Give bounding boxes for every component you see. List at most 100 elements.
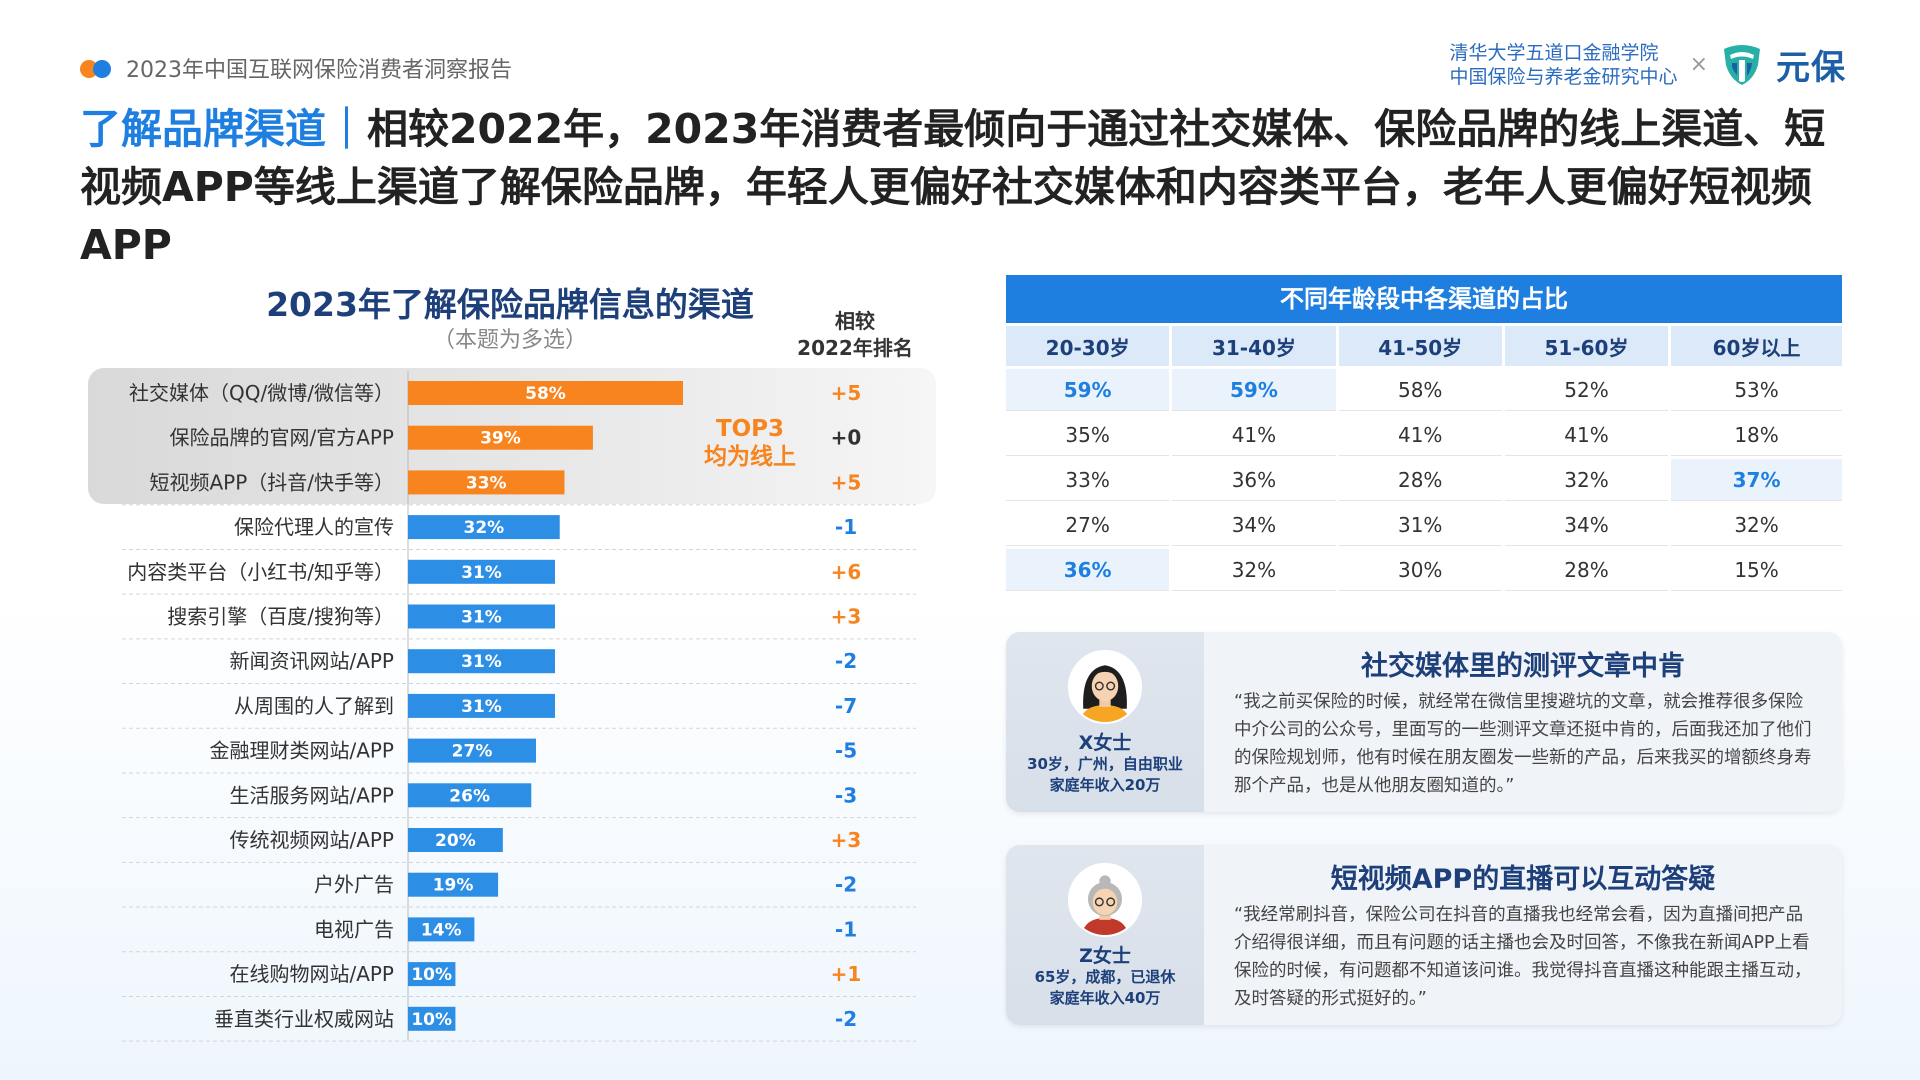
logo-dots-icon: [80, 58, 114, 78]
page-headline: 了解品牌渠道｜相较2022年，2023年消费者最倾向于通过社交媒体、保险品牌的线…: [80, 100, 1860, 274]
value-label: 31%: [461, 697, 502, 717]
bar: [408, 783, 532, 808]
bar: [408, 962, 456, 987]
table-cell: 59%: [1172, 369, 1336, 411]
persona-info: 30岁，广州，自由职业 家庭年收入20万: [1027, 755, 1183, 794]
value-label: 32%: [464, 518, 505, 538]
rank-change-label: -2: [835, 873, 857, 897]
value-label: 20%: [435, 831, 476, 851]
category-label: 从周围的人了解到: [234, 694, 394, 718]
value-label: 58%: [525, 384, 566, 404]
bar: [408, 559, 555, 584]
value-label: 31%: [461, 563, 502, 583]
value-label: 33%: [466, 473, 507, 493]
table-cell: 34%: [1504, 504, 1669, 546]
table-cell: 41%: [1338, 414, 1502, 456]
rank-change-label: -2: [835, 649, 857, 673]
quote-card-z: Z女士 65岁，成都，已退休 家庭年收入40万 短视频APP的直播可以互动答疑 …: [1006, 845, 1842, 1025]
category-label: 户外广告: [314, 873, 394, 897]
table-cell: 32%: [1504, 459, 1669, 501]
institution-name: 清华大学五道口金融学院 中国保险与养老金研究中心: [1449, 41, 1678, 88]
table-row: 36% 32% 30% 28% 15%: [1006, 549, 1842, 591]
bar: [408, 1006, 456, 1031]
table-cell: 30%: [1338, 549, 1502, 591]
category-label: 电视广告: [314, 917, 394, 941]
category-label: 金融理财类网站/APP: [209, 739, 394, 763]
quote-title: 社交媒体里的测评文章中肯: [1361, 651, 1685, 682]
persona-info: 65岁，成都，已退休 家庭年收入40万: [1034, 968, 1176, 1007]
brand-name: 元保: [1776, 48, 1846, 88]
rank-change-header: 相较 2022年排名: [797, 309, 913, 360]
quote-text: “我之前买保险的时候，就经常在微信里搜避坑的文章，就会推荐很多保险中介公司的公众…: [1234, 692, 1812, 796]
persona-name: X女士: [1078, 732, 1132, 754]
table-cell: 15%: [1671, 549, 1842, 591]
channel-bar-chart: 社交媒体（QQ/微博/微信等） 58% +5 保险品牌的官网/官方APP 39% +0 短视…: [122, 371, 916, 1042]
table-cell: 36%: [1172, 459, 1336, 501]
table-cell: 18%: [1671, 414, 1842, 456]
value-label: 39%: [480, 429, 521, 449]
rank-change-label: -7: [835, 694, 857, 718]
persona-panel: X女士 30岁，广州，自由职业 家庭年收入20万: [1006, 632, 1204, 812]
category-label: 垂直类行业权威网站: [214, 1007, 394, 1031]
value-label: 31%: [461, 652, 502, 672]
quote-card-x: X女士 30岁，广州，自由职业 家庭年收入20万 社交媒体里的测评文章中肯 “我…: [1006, 632, 1842, 812]
category-label: 保险品牌的官网/官方APP: [169, 426, 394, 450]
table-column-header: 20-30岁: [1006, 326, 1170, 366]
rank-change-label: +1: [831, 962, 862, 986]
table-cell: 35%: [1006, 414, 1170, 456]
bar: [408, 381, 683, 405]
table-row: 27% 34% 31% 34% 32%: [1006, 504, 1842, 546]
table-cell: 32%: [1172, 549, 1336, 591]
bar: [408, 604, 555, 629]
table-cell: 53%: [1671, 369, 1842, 411]
table-cell: 59%: [1006, 369, 1170, 411]
table-row: 59% 59% 58% 52% 53%: [1006, 369, 1842, 411]
table-column-header: 60岁以上: [1671, 326, 1842, 366]
rank-change-label: -1: [835, 917, 857, 941]
report-header: 2023年中国互联网保险消费者洞察报告: [80, 52, 512, 84]
category-label: 传统视频网站/APP: [229, 828, 394, 852]
age-table-grid: 20-30岁 31-40岁 41-50岁 51-60岁 60岁以上 59% 59% 58% 5…: [1003, 323, 1845, 594]
rank-change-label: -3: [835, 783, 857, 807]
bar: [408, 425, 593, 450]
table-cell: 33%: [1006, 459, 1170, 501]
persona-name: Z女士: [1079, 945, 1131, 967]
bar: [408, 649, 555, 674]
value-label: 26%: [449, 786, 490, 806]
value-label: 10%: [411, 1010, 452, 1030]
table-cell: 27%: [1006, 504, 1170, 546]
table-cell: 28%: [1504, 549, 1669, 591]
persona-panel: Z女士 65岁，成都，已退休 家庭年收入40万: [1006, 845, 1204, 1025]
bar: [408, 738, 537, 763]
category-label: 保险代理人的宣传: [234, 515, 394, 539]
table-row: 33% 36% 28% 32% 37%: [1006, 459, 1842, 501]
chart-subtitle: （本题为多选）: [432, 328, 587, 353]
headline-separator: ｜: [326, 105, 367, 153]
value-label: 31%: [461, 608, 502, 628]
woman-avatar-icon: [1068, 650, 1142, 724]
table-cell: 37%: [1671, 459, 1842, 501]
bar: [408, 515, 560, 540]
bar: [408, 470, 565, 495]
table-row: 35% 41% 41% 41% 18%: [1006, 414, 1842, 456]
bar: [408, 917, 475, 942]
category-label: 社交媒体（QQ/微博/微信等）: [129, 381, 394, 405]
quote-text: “我经常刷抖音，保险公司在抖音的直播我也经常会看，因为直播间把产品介绍得很详细，…: [1234, 905, 1812, 1009]
bar: [408, 828, 503, 852]
table-cell: 34%: [1172, 504, 1336, 546]
table-cell: 58%: [1338, 369, 1502, 411]
value-label: 19%: [433, 876, 474, 896]
elderly-woman-avatar-icon: [1068, 863, 1142, 937]
category-label: 短视频APP（抖音/快手等）: [149, 470, 394, 494]
category-label: 内容类平台（小红书/知乎等）: [127, 560, 394, 584]
rank-change-label: +3: [831, 828, 862, 852]
headline-text: 相较2022年，2023年消费者最倾向于通过社交媒体、保险品牌的线上渠道、短视频…: [80, 105, 1826, 269]
rank-change-label: +5: [831, 470, 862, 494]
table-column-header: 51-60岁: [1504, 326, 1669, 366]
report-title: 2023年中国互联网保险消费者洞察报告: [126, 58, 512, 83]
age-channel-table: 不同年龄段中各渠道的占比 20-30岁 31-40岁 41-50岁 51-60岁 60岁…: [1006, 275, 1842, 594]
rank-change-label: +3: [831, 605, 862, 629]
table-cell: 36%: [1006, 549, 1170, 591]
table-column-header: 31-40岁: [1172, 326, 1336, 366]
bar: [408, 693, 555, 718]
